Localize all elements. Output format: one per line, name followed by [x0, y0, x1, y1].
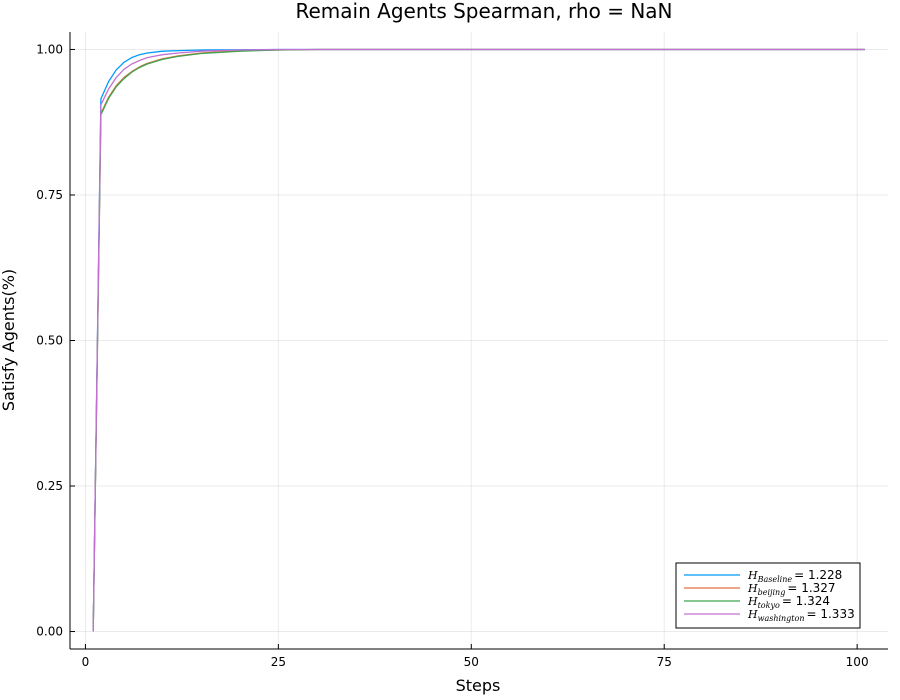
x-tick-label: 50	[464, 655, 479, 669]
y-axis-label: Satisfy Agents(%)	[0, 269, 18, 411]
y-tick-label: 0.00	[36, 625, 63, 639]
legend-entry: Hwashington = 1.333	[747, 607, 855, 623]
grid-lines	[70, 32, 888, 649]
x-tick-label: 0	[82, 655, 90, 669]
y-tick-label: 0.75	[36, 188, 63, 202]
legend-entry: HBaseline = 1.228	[747, 568, 842, 584]
chart-title: Remain Agents Spearman, rho = NaN	[296, 0, 673, 23]
x-tick-label: 100	[846, 655, 869, 669]
legend-entry: Htokyo = 1.324	[747, 594, 830, 610]
x-tick-label: 25	[271, 655, 286, 669]
legend-entry: Hbeijing = 1.327	[747, 581, 836, 597]
axis-ticks: 0 25 50 75 100 0.00 0.25 0.50 0.75 1.00	[36, 42, 868, 669]
x-axis-label: Steps	[456, 676, 501, 695]
series-line-washington	[92, 48, 865, 632]
legend-box	[675, 562, 861, 629]
y-tick-label: 0.50	[36, 334, 63, 348]
x-tick-label: 75	[657, 655, 672, 669]
y-tick-label: 1.00	[36, 42, 63, 56]
y-tick-label: 0.25	[36, 479, 63, 493]
series-lines	[92, 48, 865, 632]
